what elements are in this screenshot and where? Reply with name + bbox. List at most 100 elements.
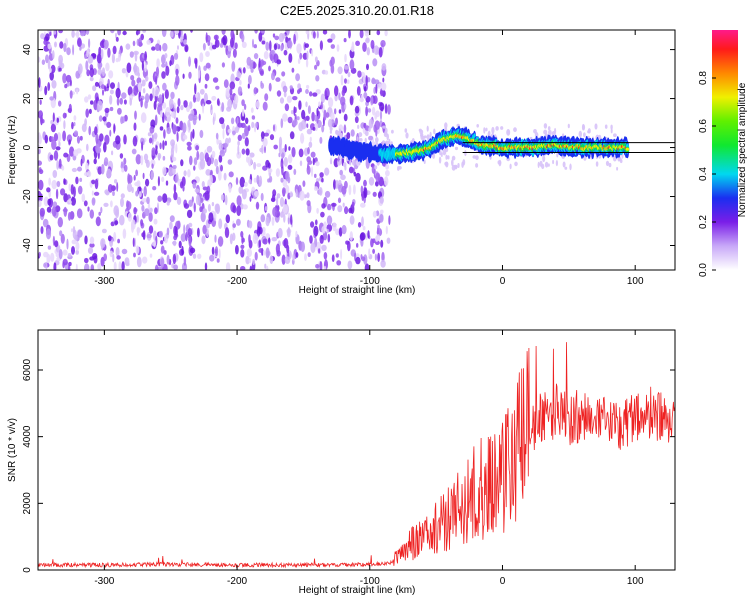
noise-blob [66,47,71,56]
noise-blob [237,140,240,146]
noise-blob [192,128,195,139]
noise-blob [142,172,145,180]
noise-blob [135,190,139,197]
noise-blob [180,159,184,167]
noise-blob [201,235,206,245]
noise-blob [71,239,77,245]
noise-blob [194,83,197,95]
noise-blob [176,196,182,205]
noise-blob [148,137,153,144]
noise-blob [154,264,159,270]
noise-blob [234,42,238,50]
halo-blob [569,163,572,171]
noise-blob [62,130,66,142]
noise-blob [99,62,103,68]
noise-blob [289,85,293,90]
noise-blob [142,67,148,79]
noise-blob [117,30,121,36]
noise-blob [63,206,68,217]
noise-blob [232,130,236,136]
noise-blob [241,148,246,155]
noise-blob [315,89,321,95]
noise-blob [267,178,271,183]
noise-blob [297,58,301,65]
noise-blob [214,158,219,167]
noise-blob [297,83,301,90]
noise-blob [163,250,167,255]
halo-blob [543,123,548,129]
noise-blob [112,45,117,55]
noise-blob [312,31,316,39]
noise-blob [58,100,62,107]
noise-blob [98,115,103,122]
noise-blob [218,142,223,151]
noise-blob [198,113,201,121]
noise-blob [341,224,347,235]
noise-blob [204,262,208,270]
noise-blob [211,150,216,159]
noise-blob [247,125,251,132]
noise-blob [120,193,125,199]
noise-blob [218,218,223,229]
noise-blob [268,65,271,72]
noise-blob [327,203,332,211]
noise-blob [348,207,353,214]
noise-blob [76,135,81,144]
noise-blob [215,203,221,215]
x-tick-label: 0 [500,276,506,287]
noise-blob [338,92,341,101]
noise-blob [49,96,54,101]
noise-blob [212,77,219,83]
halo-blob [564,166,568,170]
noise-blob [337,197,342,204]
noise-blob [71,246,75,255]
halo-blob [329,130,332,134]
noise-blob [368,248,371,257]
noise-blob [133,174,136,181]
noise-blob [119,153,124,159]
noise-blob [321,177,324,183]
noise-blob [93,158,97,165]
noise-blob [280,118,284,129]
noise-blob [162,155,166,161]
noise-blob [100,84,106,90]
noise-blob [282,85,288,93]
noise-blob [283,157,288,167]
noise-blob [69,146,75,157]
noise-blob [133,85,139,96]
noise-blob [300,132,305,144]
noise-blob [209,174,213,186]
noise-blob [73,121,76,127]
noise-blob [264,206,268,211]
noise-blob [272,124,276,132]
noise-blob [195,194,201,206]
noise-blob [374,79,380,85]
noise-blob [215,85,220,90]
noise-blob [321,203,326,209]
halo-blob [457,163,460,168]
noise-blob [222,142,228,149]
noise-blob [228,183,232,193]
noise-blob [77,185,83,195]
noise-blob [216,98,220,106]
noise-blob [102,116,107,122]
noise-blob [51,179,57,190]
noise-blob [89,67,95,78]
noise-blob [111,150,114,156]
noise-blob [363,179,367,187]
noise-blob [360,185,364,195]
noise-blob [354,116,359,124]
noise-blob [326,228,329,234]
noise-blob [235,244,239,255]
halo-blob [386,133,390,141]
noise-blob [386,237,391,244]
noise-blob [290,214,293,226]
noise-blob [266,265,269,270]
noise-blob [193,202,196,213]
noise-blob [371,106,376,116]
noise-blob [347,260,353,270]
noise-blob [136,77,142,84]
noise-blob [97,166,103,175]
y-tick-label: -20 [22,189,33,204]
noise-blob [88,108,92,114]
